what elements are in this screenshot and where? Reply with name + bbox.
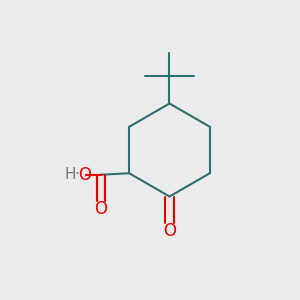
Text: O: O: [78, 166, 91, 184]
Text: O: O: [163, 222, 176, 240]
Text: H: H: [65, 167, 76, 182]
Text: ·: ·: [74, 167, 79, 182]
Text: O: O: [94, 200, 107, 218]
